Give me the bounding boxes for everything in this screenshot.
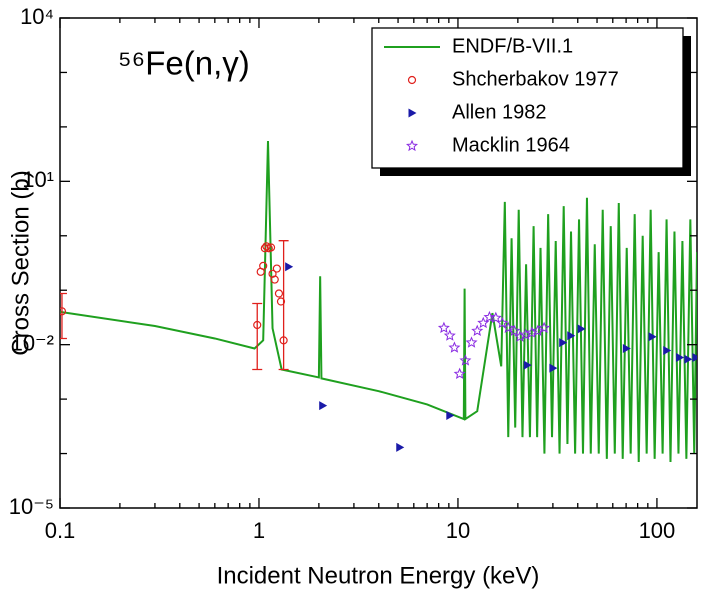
marker-triangle [577, 324, 586, 334]
error-bar [252, 302, 263, 371]
marker-triangle [622, 344, 631, 354]
marker-circle [274, 289, 284, 298]
marker-triangle [319, 401, 328, 411]
marker-triangle [692, 353, 697, 363]
marker-triangle [567, 331, 576, 341]
marker-star [508, 324, 521, 337]
marker-circle [260, 244, 269, 253]
legend-label: Macklin 1964 [452, 134, 570, 156]
legend-label: ENDF/B-VII.1 [452, 35, 573, 57]
marker-star [437, 321, 450, 334]
marker-triangle [684, 354, 693, 364]
marker-star [489, 311, 502, 324]
legend-box [371, 27, 684, 169]
y-tick-label: 10⁻² [11, 330, 54, 355]
marker-triangle [648, 332, 657, 342]
marker-star [496, 316, 509, 329]
marker-triangle [559, 338, 568, 348]
y-tick-label: 10⁻⁵ [9, 494, 54, 519]
y-tick-label: 10¹ [22, 167, 54, 192]
legend-label: Allen 1982 [452, 101, 547, 123]
marker-circle [270, 275, 279, 284]
marker-triangle [285, 262, 294, 272]
marker-triangle [396, 442, 405, 452]
x-tick-label: 1 [253, 518, 265, 543]
marker-star [538, 321, 551, 334]
x-tick-label: 100 [639, 518, 676, 543]
legend-label: Shcherbakov 1977 [452, 68, 619, 90]
x-tick-label: 10 [446, 518, 470, 543]
marker-star [465, 336, 478, 348]
y-tick-label: 10⁴ [20, 4, 54, 29]
legend: ENDF/B-VII.1 Shcherbakov 1977 Allen 1982 Ma… [371, 27, 691, 176]
x-tick-label: 0.1 [45, 518, 76, 543]
marker-circle [279, 336, 288, 345]
error-bar [278, 240, 289, 371]
marker-circle [259, 261, 268, 270]
marker-triangle [663, 346, 672, 356]
marker-star [471, 324, 484, 337]
marker-circle [276, 297, 286, 306]
marker-star [483, 310, 496, 323]
marker-circle [60, 307, 67, 316]
marker-triangle [676, 353, 685, 363]
marker-star [448, 341, 461, 353]
y-axis-title: Cross Section (b) [7, 170, 34, 355]
marker-circle [272, 264, 281, 273]
marker-triangle [446, 411, 455, 421]
marker-star [406, 139, 418, 152]
data-layer [60, 140, 697, 463]
marker-triangle [549, 363, 558, 373]
marker-star [453, 367, 466, 380]
data-line [60, 140, 697, 463]
marker-circle [262, 242, 271, 251]
marker-triangle [523, 360, 532, 370]
x-axis-title: Incident Neutron Energy (keV) [217, 562, 540, 589]
marker-star [502, 321, 515, 334]
annotation: ⁵⁶Fe(n,γ) [118, 45, 250, 82]
marker-circle [266, 243, 276, 252]
error-bar [60, 292, 67, 340]
marker-star [443, 329, 456, 341]
marker-circle [253, 320, 262, 330]
marker-circle [407, 75, 417, 85]
marker-star [459, 354, 472, 366]
marker-triangle [408, 108, 417, 118]
